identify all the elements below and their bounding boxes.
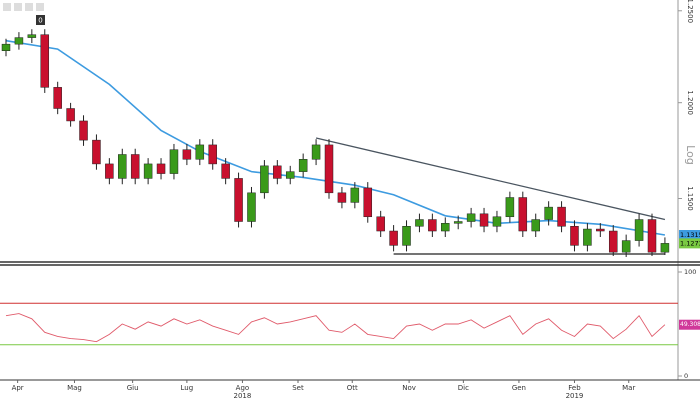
rsi-line <box>5 313 666 343</box>
candle-body <box>143 163 153 179</box>
candle-body <box>27 34 37 38</box>
candle-body <box>557 206 566 227</box>
candle-body <box>66 108 75 122</box>
ma-last-label-box <box>679 230 700 241</box>
x-tick-label: Apr <box>12 384 24 392</box>
tool-icon[interactable] <box>14 3 22 11</box>
candle-body <box>221 163 230 179</box>
candle-body <box>182 149 192 160</box>
candle-body <box>596 228 605 232</box>
trendline <box>315 137 666 221</box>
candle-body <box>169 149 179 174</box>
tool-icon[interactable] <box>25 3 33 11</box>
rsi-last-label: 49.3082 <box>680 321 700 328</box>
candle-body <box>298 159 308 172</box>
x-tick-label: Mag <box>67 384 82 392</box>
candle-body <box>389 230 398 246</box>
candle-body <box>14 37 24 45</box>
year-label: 2019 <box>566 392 584 400</box>
candle-body <box>234 178 243 222</box>
rsi-tick-label: 0 <box>684 372 688 380</box>
candle-body <box>1 43 11 52</box>
candle-body <box>260 165 269 194</box>
x-tick-label: Ago <box>236 384 250 392</box>
candle-body <box>492 216 502 227</box>
candle-body <box>285 171 295 179</box>
candle-body <box>518 197 528 232</box>
x-tick-label: Mar <box>622 384 635 392</box>
candle-body <box>531 219 540 232</box>
candle-body <box>273 165 282 179</box>
candle-body <box>105 163 114 179</box>
candle-body <box>453 221 463 224</box>
tool-icon[interactable] <box>36 3 44 11</box>
x-tick-label: Lug <box>181 384 194 392</box>
x-tick-label: Ott <box>347 384 358 392</box>
candle-body <box>608 230 618 253</box>
candle-body <box>79 120 88 141</box>
candle-body <box>583 228 592 246</box>
candle-body <box>505 197 515 218</box>
badge-box[interactable] <box>36 15 45 25</box>
x-tick-label: Nov <box>402 384 416 392</box>
candle-body <box>402 226 411 246</box>
year-label: 2018 <box>234 392 252 400</box>
candle-body <box>376 216 385 232</box>
candle-body <box>156 163 166 174</box>
candle-body <box>415 219 424 227</box>
last-price-label: 1.1273 <box>680 239 700 247</box>
candle-body <box>441 223 450 232</box>
x-tick-label: Feb <box>568 384 581 392</box>
candle-body <box>544 206 553 220</box>
candle-body <box>350 187 360 203</box>
ma-last-label: 1.1315 <box>680 231 700 239</box>
y-tick-label: 1.2000 <box>686 90 694 115</box>
y-tick-label: 1.2500 <box>686 0 694 23</box>
rsi-last-box <box>679 319 700 330</box>
scale-label: Log <box>684 145 697 165</box>
candle-body <box>92 139 101 165</box>
candle-body <box>118 154 127 179</box>
candle-body <box>428 219 437 232</box>
toolbar: 0 <box>3 3 45 25</box>
candle-body <box>208 144 217 165</box>
x-tick-label: Giu <box>127 384 139 392</box>
candle-body <box>337 192 347 203</box>
candle-body <box>247 192 256 222</box>
candle-body <box>634 219 644 241</box>
candle-body <box>130 154 140 179</box>
last-price-label-box <box>679 238 700 249</box>
candle-body <box>647 219 657 253</box>
candle-body <box>53 87 62 109</box>
rsi-tick-label: 100 <box>684 268 696 276</box>
candle-body <box>479 213 489 227</box>
y-tick-label: 1.1500 <box>686 186 694 211</box>
candle-body <box>363 187 373 218</box>
candle-body <box>466 213 476 222</box>
x-tick-label: Gen <box>512 384 526 392</box>
candle-body <box>570 226 579 246</box>
candle-body <box>324 144 334 194</box>
x-tick-label: Dic <box>458 384 469 392</box>
badge[interactable]: 0 <box>38 17 42 25</box>
candle-body <box>195 144 205 160</box>
x-tick-label: Set <box>292 384 304 392</box>
candle-body <box>40 34 50 88</box>
candle-body <box>621 240 631 253</box>
tool-icon[interactable] <box>3 3 11 11</box>
candle-body <box>660 243 670 253</box>
candle-body <box>311 144 321 160</box>
